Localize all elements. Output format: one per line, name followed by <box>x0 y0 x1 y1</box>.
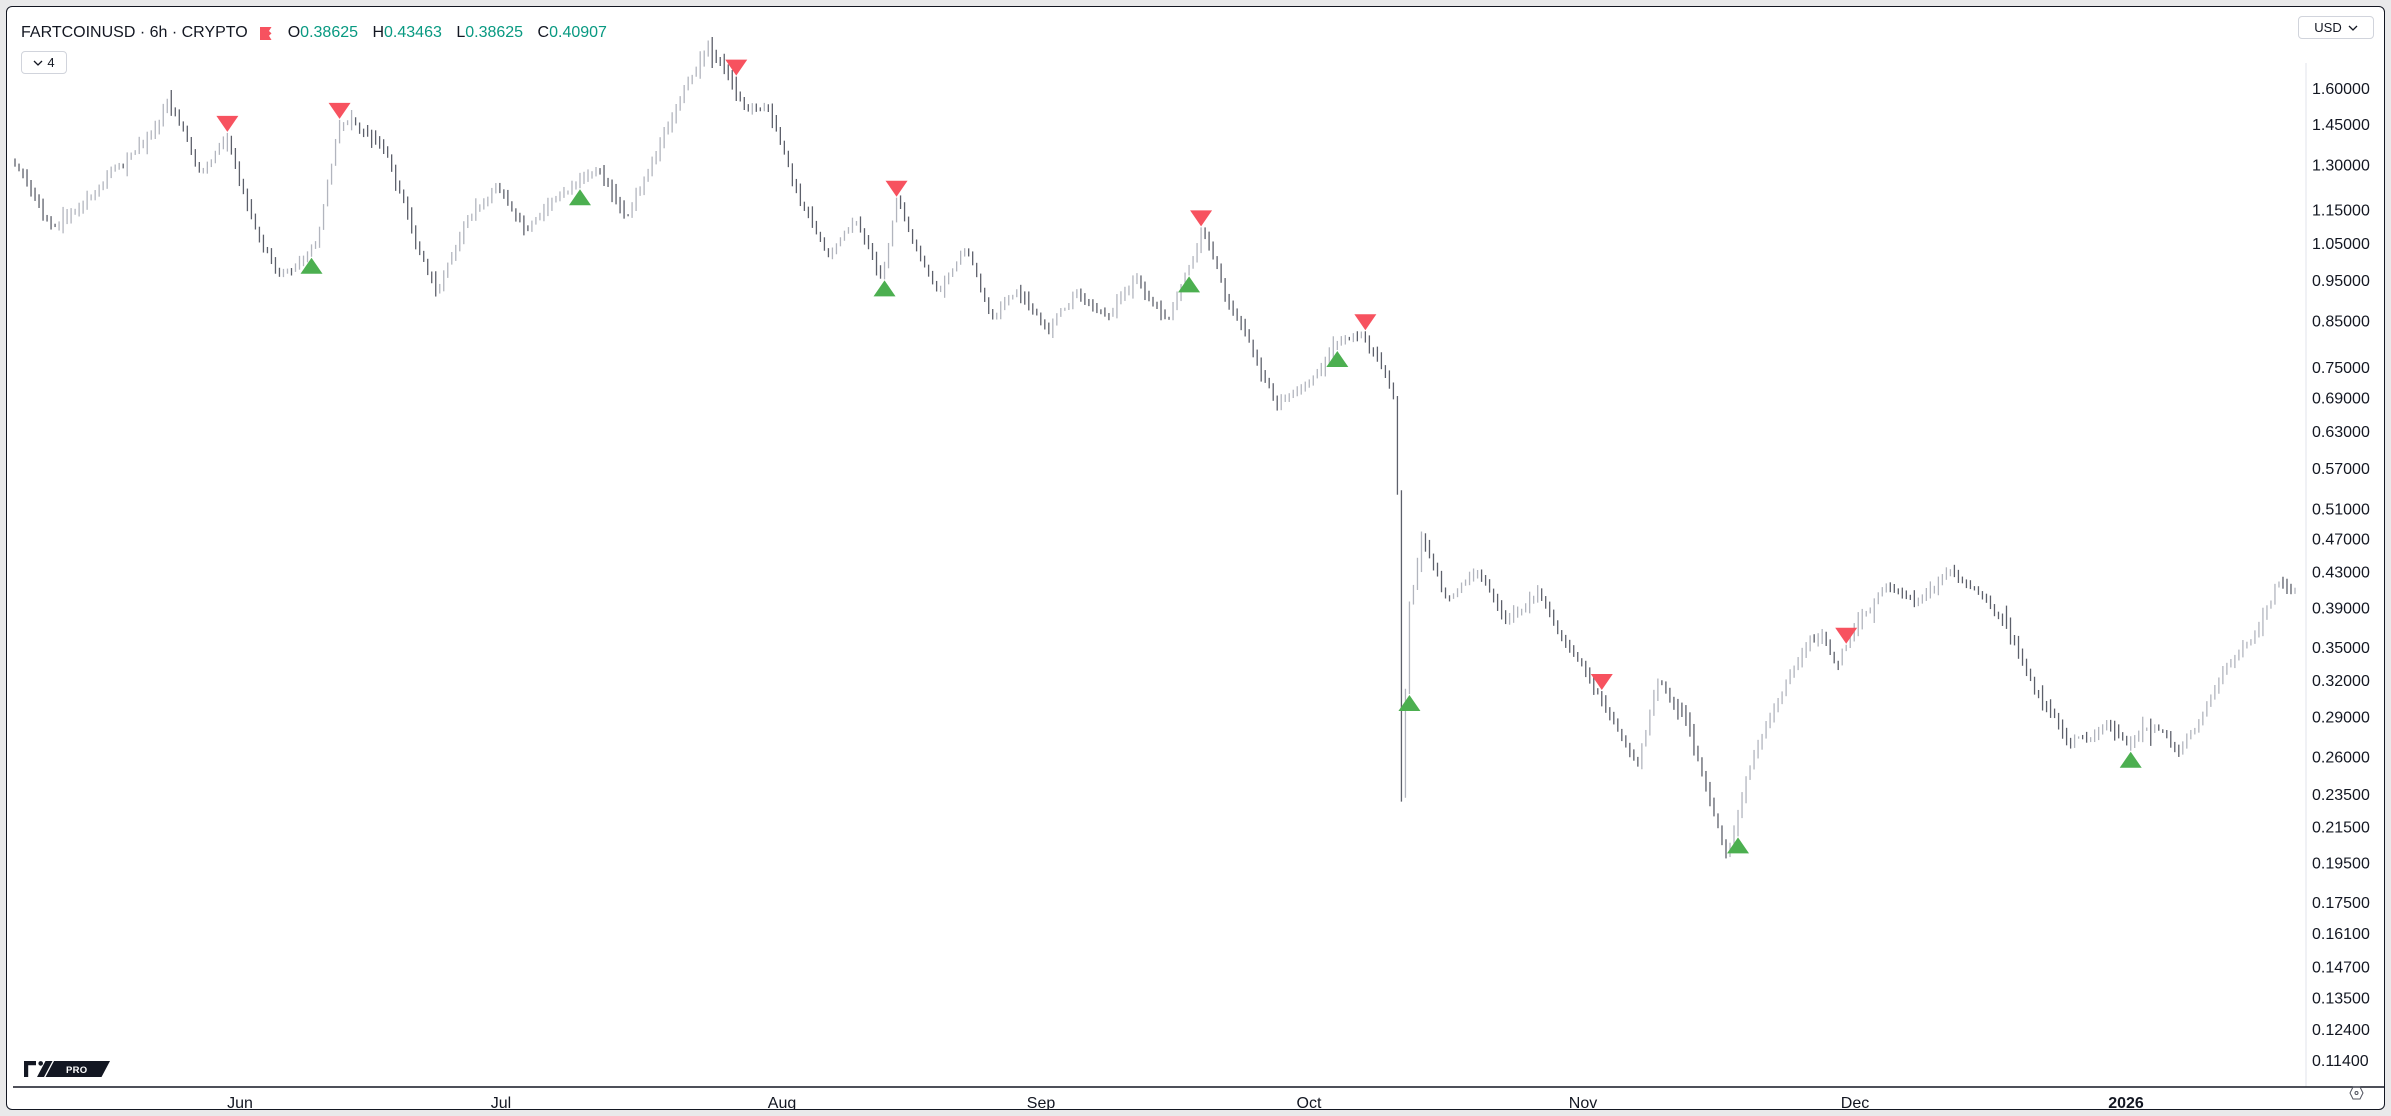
svg-text:0.85000: 0.85000 <box>2312 314 2370 331</box>
svg-text:1.30000: 1.30000 <box>2312 157 2370 174</box>
svg-text:0.75000: 0.75000 <box>2312 360 2370 377</box>
svg-text:0.43000: 0.43000 <box>2312 565 2370 582</box>
svg-text:Jun: Jun <box>227 1095 253 1110</box>
svg-text:PRO: PRO <box>66 1065 88 1076</box>
svg-text:0.35000: 0.35000 <box>2312 640 2370 657</box>
svg-text:0.29000: 0.29000 <box>2312 709 2370 726</box>
svg-text:1.05000: 1.05000 <box>2312 236 2370 253</box>
svg-text:0.23500: 0.23500 <box>2312 787 2370 804</box>
svg-text:0.16100: 0.16100 <box>2312 926 2370 943</box>
svg-text:Sep: Sep <box>1027 1095 1056 1110</box>
svg-text:1.45000: 1.45000 <box>2312 117 2370 134</box>
svg-text:Nov: Nov <box>1569 1095 1597 1110</box>
svg-text:0.14700: 0.14700 <box>2312 959 2370 976</box>
svg-text:Dec: Dec <box>1841 1095 1869 1110</box>
svg-text:0.12400: 0.12400 <box>2312 1022 2370 1039</box>
svg-text:0.19500: 0.19500 <box>2312 855 2370 872</box>
svg-text:0.26000: 0.26000 <box>2312 750 2370 767</box>
svg-text:0.63000: 0.63000 <box>2312 424 2370 441</box>
svg-text:1.15000: 1.15000 <box>2312 203 2370 220</box>
svg-text:Oct: Oct <box>1297 1095 1322 1110</box>
svg-text:0.57000: 0.57000 <box>2312 461 2370 478</box>
svg-text:0.51000: 0.51000 <box>2312 502 2370 519</box>
svg-text:0.95000: 0.95000 <box>2312 273 2370 290</box>
svg-text:0.13500: 0.13500 <box>2312 991 2370 1008</box>
svg-text:0.11400: 0.11400 <box>2312 1053 2369 1070</box>
svg-text:0.47000: 0.47000 <box>2312 532 2370 549</box>
svg-text:0.32000: 0.32000 <box>2312 673 2370 690</box>
svg-text:Aug: Aug <box>768 1095 796 1110</box>
svg-text:1.60000: 1.60000 <box>2312 81 2370 98</box>
svg-text:Jul: Jul <box>491 1095 511 1110</box>
svg-text:0.69000: 0.69000 <box>2312 391 2370 408</box>
svg-text:0.17500: 0.17500 <box>2312 895 2370 912</box>
svg-text:0.39000: 0.39000 <box>2312 600 2370 617</box>
svg-text:0.21500: 0.21500 <box>2312 820 2370 837</box>
svg-text:2026: 2026 <box>2108 1095 2144 1110</box>
